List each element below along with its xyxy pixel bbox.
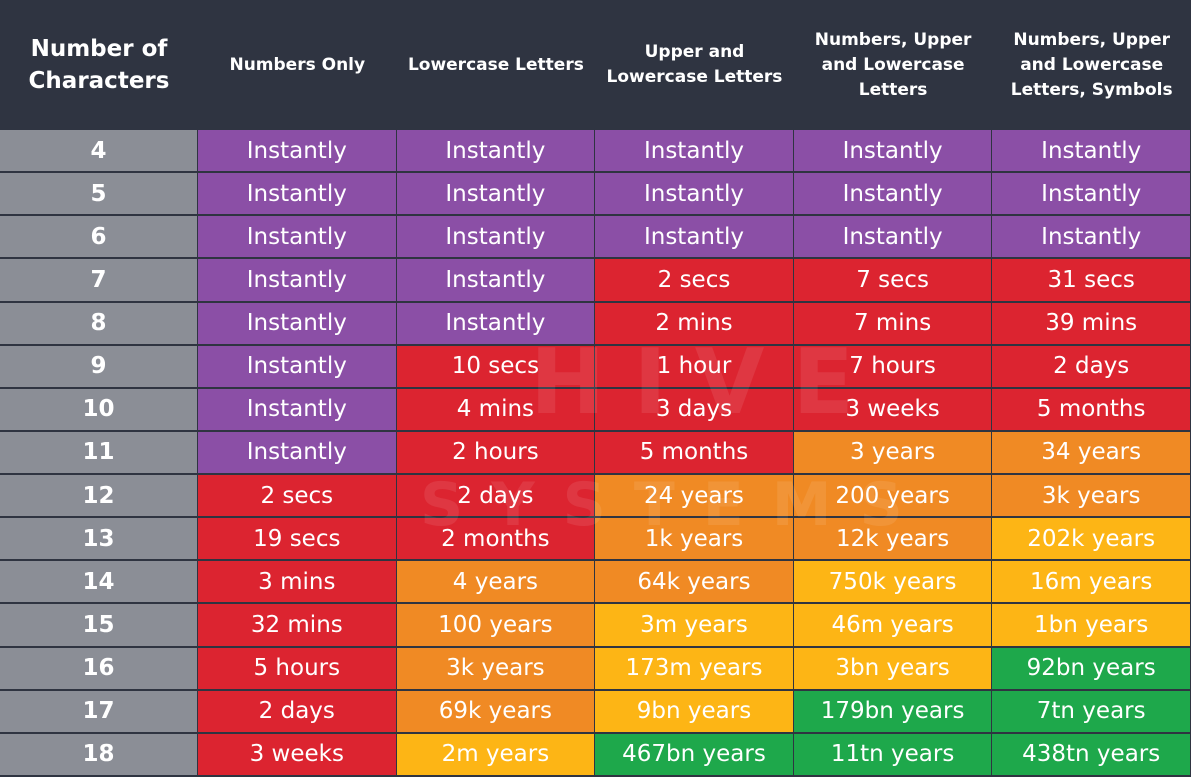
time-cell: Instantly [992,130,1191,174]
time-cell: 2 hours [396,431,596,476]
time-cell: Instantly [992,173,1191,217]
time-cell: 3 mins [198,561,397,605]
time-cell: 2 days [396,475,596,519]
time-cell: 3 weeks [198,733,397,777]
time-cell: Instantly [396,173,596,217]
time-cell: Instantly [396,130,596,174]
time-cell: 3k years [992,475,1191,519]
time-cell: 24 years [595,475,794,519]
time-cell: 1bn years [992,604,1191,648]
time-cell: 467bn years [595,733,794,777]
time-cell: Instantly [198,259,397,303]
time-cell: 7 mins [793,302,993,346]
time-cell: 46m years [793,604,993,648]
time-cell: 69k years [396,690,596,734]
row-label: 13 [0,518,198,562]
time-cell: 19 secs [198,518,397,562]
time-cell: 2 days [198,690,397,734]
time-cell: 16m years [992,561,1191,605]
row-label: 14 [0,561,198,605]
time-cell: Instantly [198,388,397,432]
time-cell: 34 years [992,431,1191,476]
time-cell: 39 mins [992,302,1191,346]
time-cell: Instantly [595,173,794,217]
time-cell: 5 months [992,388,1191,432]
time-cell: Instantly [595,216,794,260]
time-cell: Instantly [396,259,596,303]
time-cell: 10 secs [396,345,596,389]
column-header: Upper and Lowercase Letters [606,42,783,87]
time-cell: Instantly [198,302,397,346]
time-cell: 7tn years [992,690,1191,734]
row-label: 11 [0,431,198,476]
row-label: 9 [0,345,198,389]
row-label: 10 [0,388,198,432]
row-label: 7 [0,259,198,303]
time-cell: 2m years [396,733,596,777]
row-label: 15 [0,604,198,648]
time-cell: 438tn years [992,733,1191,777]
time-cell: Instantly [793,216,993,260]
time-cell: 64k years [595,561,794,605]
time-cell: 2 secs [595,259,794,303]
row-label: 5 [0,173,198,217]
time-cell: 179bn years [793,690,993,734]
time-cell: Instantly [793,173,993,217]
time-cell: Instantly [793,130,993,174]
time-cell: Instantly [198,130,397,174]
time-cell: Instantly [992,216,1191,260]
row-label: 6 [0,216,198,260]
time-cell: 32 mins [198,604,397,648]
header-title: Number of Characters [28,36,170,94]
column-header: Lowercase Letters [407,54,584,75]
row-label: 17 [0,690,198,734]
time-cell: Instantly [198,431,397,476]
time-cell: 92bn years [992,647,1191,691]
time-cell: 7 secs [793,259,993,303]
time-cell: 3 days [595,388,794,432]
time-cell: 750k years [793,561,993,605]
time-cell: 9bn years [595,690,794,734]
time-cell: 2 secs [198,475,397,519]
time-cell: 4 years [396,561,596,605]
time-cell: 5 hours [198,647,397,691]
time-cell: 3 weeks [793,388,993,432]
row-label: 4 [0,130,198,174]
time-cell: 1 hour [595,345,794,389]
column-header: Numbers, Upper and Lowercase Letters, Sy… [1010,29,1173,100]
time-cell: 173m years [595,647,794,691]
time-cell: 4 mins [396,388,596,432]
time-cell: 31 secs [992,259,1191,303]
row-label: 16 [0,647,198,691]
time-cell: 3k years [396,647,596,691]
time-cell: 7 hours [793,345,993,389]
time-cell: Instantly [198,216,397,260]
time-cell: Instantly [396,302,596,346]
time-cell: 3 years [793,431,993,476]
time-cell: 3m years [595,604,794,648]
row-label: 8 [0,302,198,346]
time-cell: 2 months [396,518,596,562]
time-cell: 1k years [595,518,794,562]
time-cell: 5 months [595,431,794,476]
column-header: Numbers, Upper and Lowercase Letters [814,29,972,100]
time-cell: Instantly [595,130,794,174]
time-cell: 11tn years [793,733,993,777]
time-cell: Instantly [198,345,397,389]
time-cell: 100 years [396,604,596,648]
time-cell: 202k years [992,518,1191,562]
row-label: 18 [0,733,198,777]
time-cell: Instantly [396,216,596,260]
time-cell: 2 mins [595,302,794,346]
column-header: Numbers Only [229,54,366,75]
time-cell: Instantly [198,173,397,217]
time-cell: 3bn years [793,647,993,691]
row-label: 12 [0,475,198,519]
time-cell: 12k years [793,518,993,562]
time-cell: 200 years [793,475,993,519]
time-cell: 2 days [992,345,1191,389]
